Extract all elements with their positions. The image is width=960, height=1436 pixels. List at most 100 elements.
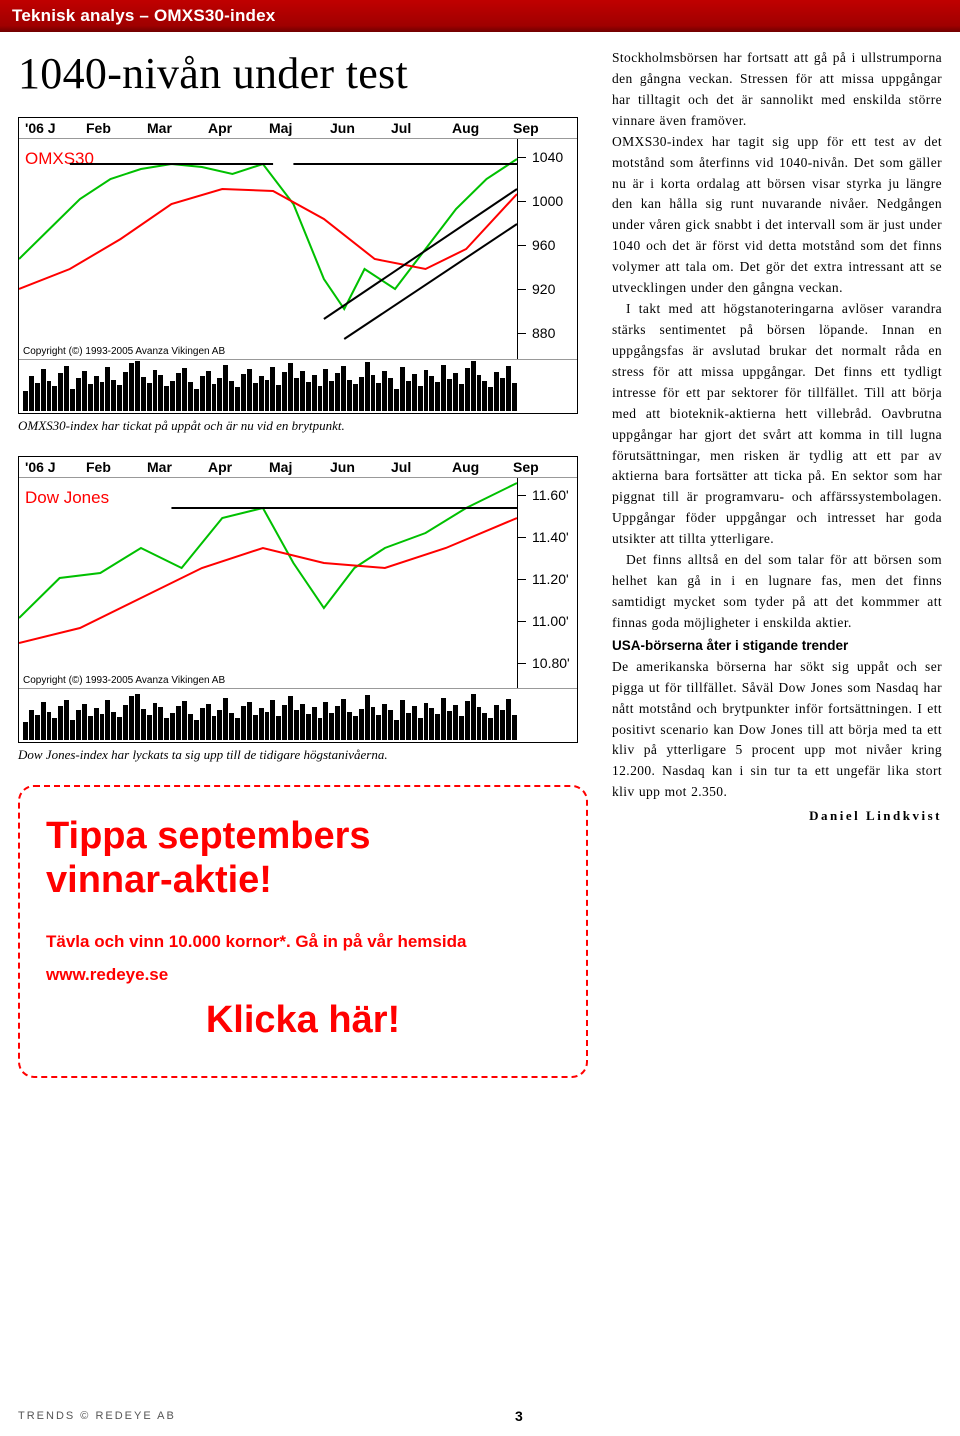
chart1-plot: OMXS30 Copyright (©) 1993-2005 Avanza Vi… <box>19 139 517 359</box>
volume-bar <box>188 714 193 740</box>
volume-bar <box>424 703 429 740</box>
volume-bar <box>265 380 270 411</box>
volume-bar <box>182 368 187 411</box>
volume-bar <box>412 374 417 411</box>
month-label: Feb <box>86 459 144 475</box>
volume-bar <box>247 702 252 740</box>
chart2-month-axis: '06 JFebMarAprMajJunJulAugSep <box>19 457 577 478</box>
volume-bar <box>29 376 34 411</box>
volume-bar <box>217 378 222 411</box>
volume-bar <box>441 698 446 740</box>
volume-bar <box>512 715 517 740</box>
chart2-volume <box>19 688 577 742</box>
article-p2: I takt med att högstanoteringarna avlöse… <box>612 299 942 550</box>
volume-bar <box>47 381 52 411</box>
volume-bar <box>300 371 305 411</box>
dowjones-chart: '06 JFebMarAprMajJunJulAugSep Dow Jones … <box>18 456 578 743</box>
article-p3: Det finns alltså en del som talar för at… <box>612 550 942 634</box>
chart1-month-axis: '06 JFebMarAprMajJunJulAugSep <box>19 118 577 139</box>
volume-bar <box>206 704 211 740</box>
volume-bar <box>371 707 376 740</box>
volume-bar <box>158 375 163 411</box>
volume-bar <box>294 710 299 740</box>
promo-cta-link[interactable]: Klicka här! <box>46 999 560 1042</box>
promo-title-line1: Tippa septembers <box>46 815 371 857</box>
volume-bar <box>471 361 476 411</box>
volume-bar <box>176 706 181 740</box>
volume-bar <box>123 372 128 411</box>
y-tick: 11.60' <box>518 487 569 503</box>
volume-bar <box>229 381 234 411</box>
volume-bar <box>176 373 181 411</box>
chart1-body: OMXS30 Copyright (©) 1993-2005 Avanza Vi… <box>19 139 577 359</box>
month-label: Jun <box>330 120 388 136</box>
volume-bar <box>29 710 34 740</box>
article-p3-text: Det finns alltså en del som talar för at… <box>612 552 942 630</box>
volume-bar <box>229 713 234 740</box>
y-tick: 920 <box>518 281 555 297</box>
article-lead: Stockholmsbörsen har fortsatt att gå på … <box>612 48 942 132</box>
volume-bar <box>465 368 470 411</box>
article-byline: Daniel Lindkvist <box>612 806 942 826</box>
volume-bar <box>35 715 40 740</box>
volume-bar <box>82 371 87 411</box>
volume-bar <box>359 709 364 740</box>
volume-bar <box>424 370 429 411</box>
volume-bar <box>500 710 505 740</box>
month-label: Sep <box>513 120 571 136</box>
chart1-volume <box>19 359 577 413</box>
volume-bar <box>294 378 299 411</box>
chart1-caption: OMXS30-index har tickat på uppåt och är … <box>18 418 588 434</box>
volume-bar <box>265 712 270 740</box>
volume-bar <box>459 716 464 740</box>
volume-bar <box>111 380 116 411</box>
chart-line <box>19 518 517 643</box>
volume-bar <box>359 377 364 411</box>
left-column: 1040-nivån under test '06 JFebMarAprMajJ… <box>18 48 588 1078</box>
chart2-yaxis: 11.60'11.40'11.20'11.00'10.80' <box>517 478 577 688</box>
article-p4: De amerikanska börserna har sökt sig upp… <box>612 657 942 803</box>
volume-bar <box>100 714 105 740</box>
volume-bar <box>453 705 458 740</box>
month-label: Mar <box>147 459 205 475</box>
volume-bar <box>376 715 381 740</box>
volume-bar <box>353 716 358 740</box>
volume-bar <box>223 698 228 740</box>
volume-bar <box>153 370 158 411</box>
volume-bar <box>400 367 405 411</box>
volume-bar <box>494 705 499 740</box>
chart-line <box>19 159 517 309</box>
volume-bar <box>88 384 93 411</box>
volume-bar <box>429 376 434 411</box>
month-label: Feb <box>86 120 144 136</box>
month-label: Mar <box>147 120 205 136</box>
volume-bar <box>64 366 69 411</box>
volume-bar <box>47 712 52 740</box>
volume-bar <box>365 695 370 740</box>
promo-title: Tippa septembers vinnar-aktie! <box>46 815 560 902</box>
chart1-lines <box>19 139 517 359</box>
promo-title-line2: vinnar-aktie! <box>46 859 272 901</box>
volume-bar <box>158 707 163 740</box>
volume-bar <box>276 385 281 411</box>
volume-bar <box>217 710 222 740</box>
month-label: Jul <box>391 459 449 475</box>
volume-bar <box>288 363 293 411</box>
volume-bar <box>223 365 228 411</box>
volume-bar <box>388 378 393 411</box>
volume-bar <box>164 386 169 411</box>
volume-bar <box>312 375 317 411</box>
volume-bar <box>194 720 199 740</box>
volume-bar <box>435 714 440 740</box>
volume-bar <box>347 712 352 740</box>
volume-bar <box>306 382 311 411</box>
y-tick: 11.40' <box>518 529 569 545</box>
volume-bar <box>506 699 511 740</box>
chart2-caption: Dow Jones-index har lyckats ta sig upp t… <box>18 747 588 763</box>
volume-bar <box>129 696 134 740</box>
volume-bar <box>259 708 264 740</box>
volume-bar <box>341 699 346 740</box>
volume-bar <box>459 384 464 411</box>
volume-bar <box>276 716 281 740</box>
volume-bar <box>241 374 246 411</box>
